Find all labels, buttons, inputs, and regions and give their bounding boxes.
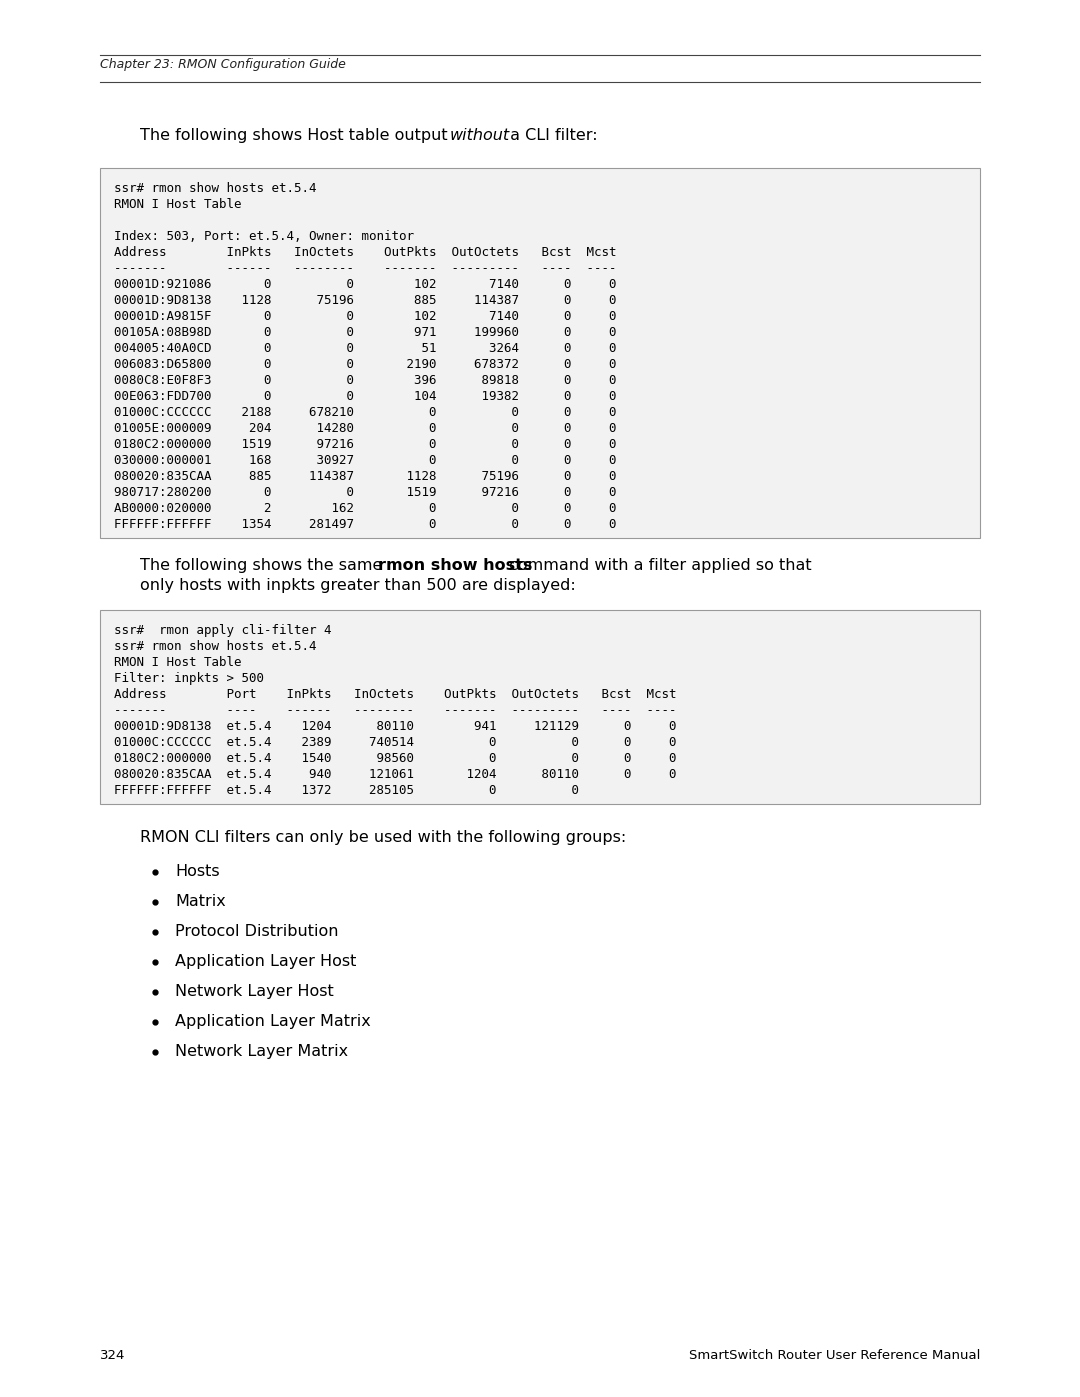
Text: The following shows the same: The following shows the same	[140, 557, 388, 573]
Text: Address        Port    InPkts   InOctets    OutPkts  OutOctets   Bcst  Mcst: Address Port InPkts InOctets OutPkts Out…	[114, 687, 676, 701]
Text: 004005:40A0CD       0          0         51       3264      0     0: 004005:40A0CD 0 0 51 3264 0 0	[114, 342, 617, 355]
Text: SmartSwitch Router User Reference Manual: SmartSwitch Router User Reference Manual	[689, 1350, 980, 1362]
Text: Index: 503, Port: et.5.4, Owner: monitor: Index: 503, Port: et.5.4, Owner: monitor	[114, 231, 414, 243]
Text: 0080C8:E0F8F3       0          0        396      89818      0     0: 0080C8:E0F8F3 0 0 396 89818 0 0	[114, 374, 617, 387]
FancyBboxPatch shape	[100, 610, 980, 805]
Text: RMON CLI filters can only be used with the following groups:: RMON CLI filters can only be used with t…	[140, 830, 626, 845]
Text: 00001D:A9815F       0          0        102       7140      0     0: 00001D:A9815F 0 0 102 7140 0 0	[114, 310, 617, 323]
Text: 00001D:9D8138    1128      75196        885     114387      0     0: 00001D:9D8138 1128 75196 885 114387 0 0	[114, 293, 617, 307]
Text: Hosts: Hosts	[175, 863, 219, 879]
Text: rmon show hosts: rmon show hosts	[378, 557, 532, 573]
Text: -------        ----    ------   --------    -------  ---------   ----  ----: ------- ---- ------ -------- ------- ---…	[114, 704, 676, 717]
Text: Matrix: Matrix	[175, 894, 226, 909]
FancyBboxPatch shape	[100, 168, 980, 538]
Text: a CLI filter:: a CLI filter:	[505, 129, 597, 142]
Text: FFFFFF:FFFFFF    1354     281497          0          0      0     0: FFFFFF:FFFFFF 1354 281497 0 0 0 0	[114, 518, 617, 531]
Text: AB0000:020000       2        162          0          0      0     0: AB0000:020000 2 162 0 0 0 0	[114, 502, 617, 515]
Text: Application Layer Host: Application Layer Host	[175, 954, 356, 970]
Text: 080020:835CAA  et.5.4     940     121061       1204      80110      0     0: 080020:835CAA et.5.4 940 121061 1204 801…	[114, 768, 676, 781]
Text: RMON I Host Table: RMON I Host Table	[114, 198, 242, 211]
Text: 01000C:CCCCCC  et.5.4    2389     740514          0          0      0     0: 01000C:CCCCCC et.5.4 2389 740514 0 0 0 0	[114, 736, 676, 749]
Text: Network Layer Matrix: Network Layer Matrix	[175, 1044, 348, 1059]
Text: 00E063:FDD700       0          0        104      19382      0     0: 00E063:FDD700 0 0 104 19382 0 0	[114, 390, 617, 402]
Text: 080020:835CAA     885     114387       1128      75196      0     0: 080020:835CAA 885 114387 1128 75196 0 0	[114, 469, 617, 483]
Text: RMON I Host Table: RMON I Host Table	[114, 657, 242, 669]
Text: 00001D:9D8138  et.5.4    1204      80110        941     121129      0     0: 00001D:9D8138 et.5.4 1204 80110 941 1211…	[114, 719, 676, 733]
Text: ssr# rmon show hosts et.5.4: ssr# rmon show hosts et.5.4	[114, 640, 316, 652]
Text: ssr# rmon show hosts et.5.4: ssr# rmon show hosts et.5.4	[114, 182, 316, 196]
Text: The following shows Host table output: The following shows Host table output	[140, 129, 453, 142]
Text: command with a filter applied so that: command with a filter applied so that	[504, 557, 812, 573]
Text: -------        ------   --------    -------  ---------   ----  ----: ------- ------ -------- ------- --------…	[114, 263, 617, 275]
Text: 030000:000001     168      30927          0          0      0     0: 030000:000001 168 30927 0 0 0 0	[114, 454, 617, 467]
Text: 324: 324	[100, 1350, 125, 1362]
Text: Address        InPkts   InOctets    OutPkts  OutOctets   Bcst  Mcst: Address InPkts InOctets OutPkts OutOctet…	[114, 246, 617, 258]
Text: ssr#  rmon apply cli-filter 4: ssr# rmon apply cli-filter 4	[114, 624, 332, 637]
Text: FFFFFF:FFFFFF  et.5.4    1372     285105          0          0: FFFFFF:FFFFFF et.5.4 1372 285105 0 0	[114, 784, 579, 798]
Text: 0180C2:000000  et.5.4    1540      98560          0          0      0     0: 0180C2:000000 et.5.4 1540 98560 0 0 0 0	[114, 752, 676, 766]
Text: Protocol Distribution: Protocol Distribution	[175, 923, 338, 939]
Text: 980717:280200       0          0       1519      97216      0     0: 980717:280200 0 0 1519 97216 0 0	[114, 486, 617, 499]
Text: 00105A:08B98D       0          0        971     199960      0     0: 00105A:08B98D 0 0 971 199960 0 0	[114, 326, 617, 339]
Text: 00001D:921086       0          0        102       7140      0     0: 00001D:921086 0 0 102 7140 0 0	[114, 278, 617, 291]
Text: without: without	[450, 129, 510, 142]
Text: 01000C:CCCCCC    2188     678210          0          0      0     0: 01000C:CCCCCC 2188 678210 0 0 0 0	[114, 407, 617, 419]
Text: 0180C2:000000    1519      97216          0          0      0     0: 0180C2:000000 1519 97216 0 0 0 0	[114, 439, 617, 451]
Text: Application Layer Matrix: Application Layer Matrix	[175, 1014, 370, 1030]
Text: Network Layer Host: Network Layer Host	[175, 983, 334, 999]
Text: only hosts with inpkts greater than 500 are displayed:: only hosts with inpkts greater than 500 …	[140, 578, 576, 592]
Text: 006083:D65800       0          0       2190     678372      0     0: 006083:D65800 0 0 2190 678372 0 0	[114, 358, 617, 372]
Text: 01005E:000009     204      14280          0          0      0     0: 01005E:000009 204 14280 0 0 0 0	[114, 422, 617, 434]
Text: Filter: inpkts > 500: Filter: inpkts > 500	[114, 672, 264, 685]
Text: Chapter 23: RMON Configuration Guide: Chapter 23: RMON Configuration Guide	[100, 59, 346, 71]
